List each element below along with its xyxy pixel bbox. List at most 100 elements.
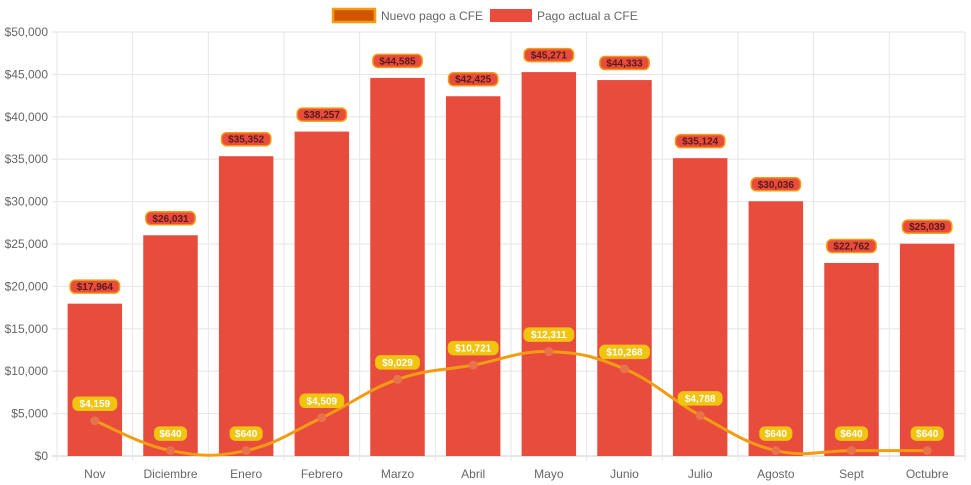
bar-data-label: $25,039 <box>901 219 953 234</box>
data-label-bg <box>599 55 650 71</box>
data-label-bg <box>299 393 345 409</box>
bar <box>824 262 879 456</box>
y-tick-label: $30,000 <box>5 195 49 209</box>
data-label-bg <box>375 355 420 370</box>
line-point <box>90 416 100 426</box>
line-data-label: $10,721 <box>447 340 499 356</box>
legend-label: Nuevo pago a CFE <box>381 9 483 23</box>
line-point <box>695 410 705 420</box>
data-label-bg <box>826 238 877 254</box>
data-label-bg <box>759 426 793 441</box>
y-tick-label: $35,000 <box>5 152 49 166</box>
data-label-bg <box>145 211 196 226</box>
data-label-text: $45,271 <box>531 51 568 62</box>
data-label-text: $12,311 <box>531 330 567 341</box>
y-tick-label: $0 <box>35 449 49 463</box>
line-data-label: $640 <box>910 426 944 441</box>
bar-data-label: $22,762 <box>826 238 877 254</box>
line-point <box>847 446 856 456</box>
line-point <box>393 374 402 384</box>
legend-swatch <box>331 7 377 24</box>
bar-data-label: $44,585 <box>372 53 423 69</box>
data-label-bg <box>229 426 263 441</box>
line-point <box>620 364 629 374</box>
line-series <box>90 347 932 457</box>
x-tick-label: Octubre <box>906 467 949 481</box>
bar <box>748 201 804 456</box>
legend-label: Pago actual a CFE <box>537 9 638 23</box>
data-label-text: $640 <box>235 429 258 440</box>
y-tick-label: $50,000 <box>5 25 49 39</box>
legend-item-nuevo: Nuevo pago a CFE <box>331 7 483 24</box>
line-point <box>771 446 781 456</box>
bar-data-label: $35,352 <box>220 131 272 147</box>
data-label-text: $25,039 <box>909 222 946 233</box>
legend-item-actual: Pago actual a CFE <box>490 9 638 23</box>
line-data-labels: $4,159 $640 $640 $4,509 $9,029 $10,721 $12,311… <box>72 327 944 441</box>
data-label-bg <box>69 279 121 294</box>
y-tick-label: $45,000 <box>5 67 49 81</box>
data-label-bg <box>153 426 188 441</box>
x-tick-label: Sept <box>839 467 864 481</box>
x-tick-label: Agosto <box>757 467 795 481</box>
data-label-bg <box>901 219 953 234</box>
bar <box>672 158 728 456</box>
data-label-bg <box>447 71 499 87</box>
bar-data-label: $38,257 <box>296 107 348 122</box>
x-tick-label: Julio <box>688 467 713 481</box>
x-tick-label: Febrero <box>301 467 343 481</box>
gridlines <box>52 31 966 461</box>
data-label-bg <box>750 177 802 192</box>
line-point <box>166 446 175 456</box>
data-label-text: $640 <box>840 429 863 440</box>
data-label-text: $640 <box>159 429 182 440</box>
bar <box>67 303 123 456</box>
y-tick-label: $40,000 <box>5 110 49 124</box>
line-point <box>544 347 554 357</box>
x-tick-label: Mayo <box>534 467 564 481</box>
y-tick-label: $5,000 <box>11 407 48 421</box>
line-data-label: $640 <box>834 426 869 441</box>
bar-data-label: $44,333 <box>599 55 650 71</box>
data-label-text: $9,029 <box>382 358 413 369</box>
data-label-bg <box>523 327 575 342</box>
bar <box>218 156 274 457</box>
bar-data-label: $30,036 <box>750 177 802 192</box>
line-data-label: $4,509 <box>299 393 345 409</box>
data-label-bg <box>674 133 726 149</box>
bar <box>899 243 955 456</box>
bar <box>597 80 652 457</box>
line-point <box>922 446 932 456</box>
line-point <box>317 413 327 423</box>
data-label-bg <box>523 47 575 63</box>
line-data-label: $9,029 <box>375 355 420 370</box>
data-label-text: $30,036 <box>758 180 795 191</box>
y-tick-label: $20,000 <box>5 279 49 293</box>
y-tick-label: $10,000 <box>5 364 49 378</box>
data-label-text: $35,124 <box>682 137 719 148</box>
data-label-bg <box>677 391 723 406</box>
bar-data-labels: $17,964 $26,031 $35,352 $38,257 $44,585 $42,4… <box>69 47 953 294</box>
bar <box>143 235 198 456</box>
bar-data-label: $26,031 <box>145 211 196 226</box>
data-label-bg <box>447 340 499 356</box>
bar-series <box>67 72 955 457</box>
data-label-text: $35,352 <box>228 135 265 146</box>
legend-swatch <box>490 9 532 22</box>
bar <box>370 77 425 457</box>
bar <box>445 96 501 457</box>
data-label-text: $38,257 <box>304 110 341 121</box>
data-label-bg <box>372 53 423 69</box>
data-label-bg <box>296 107 348 122</box>
data-label-text: $640 <box>916 429 939 440</box>
x-tick-label: Junio <box>610 467 639 481</box>
data-label-bg <box>220 131 272 147</box>
data-label-text: $4,159 <box>80 399 111 410</box>
data-label-bg <box>599 344 650 360</box>
x-tick-label: Diciembre <box>143 467 197 481</box>
data-label-bg <box>910 426 944 441</box>
x-axis: Nov Diciembre Enero Febrero Marzo Abril Mayo Ju… <box>84 467 949 481</box>
y-axis: $0 $5,000 $10,000 $15,000 $20,000 $25,000 $30,… <box>5 25 49 463</box>
data-label-text: $4,788 <box>685 394 716 405</box>
